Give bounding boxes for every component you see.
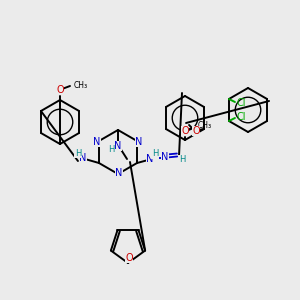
Text: CH₃: CH₃ xyxy=(74,80,88,89)
Text: O: O xyxy=(125,253,133,263)
Text: Cl: Cl xyxy=(237,112,246,122)
Text: H: H xyxy=(179,155,185,164)
Text: N: N xyxy=(135,137,143,147)
Text: H: H xyxy=(75,148,81,158)
Text: H: H xyxy=(108,146,114,154)
Text: N: N xyxy=(93,137,100,147)
Text: O: O xyxy=(181,126,189,136)
Text: N: N xyxy=(79,153,87,163)
Text: N: N xyxy=(146,154,154,164)
Text: CH₃: CH₃ xyxy=(198,122,212,130)
Text: O: O xyxy=(56,85,64,95)
Text: O: O xyxy=(192,126,200,136)
Text: N: N xyxy=(114,141,122,151)
Text: H: H xyxy=(152,149,158,158)
Text: N: N xyxy=(161,152,169,162)
Text: N: N xyxy=(115,168,123,178)
Text: Cl: Cl xyxy=(237,98,246,108)
